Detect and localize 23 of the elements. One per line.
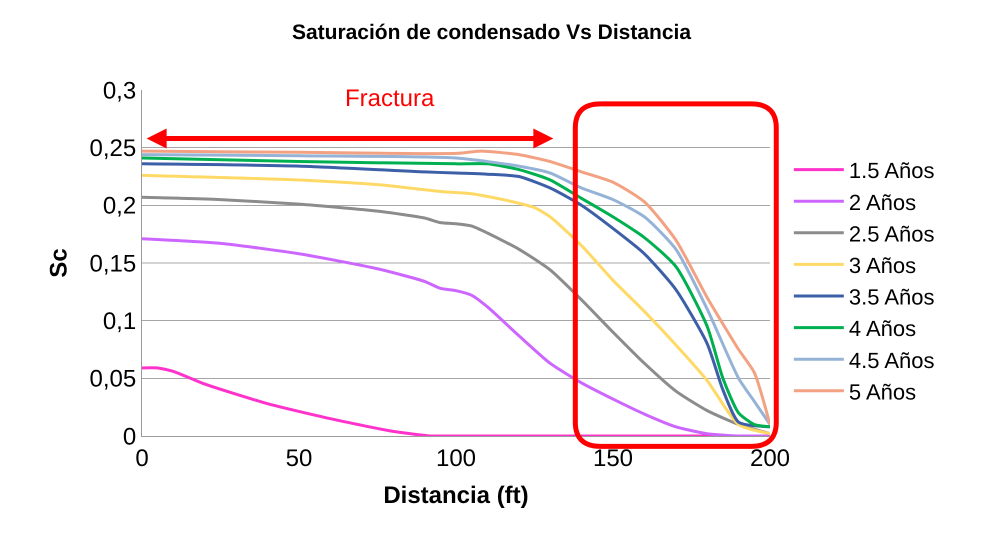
legend-label: 4.5 Años <box>848 348 934 373</box>
legend-label: 4 Años <box>848 316 916 342</box>
x-tick-label: 150 <box>592 444 634 472</box>
y-axis-title: Sc <box>46 248 73 278</box>
y-tick-label: 0,1 <box>102 308 136 336</box>
y-tick-label: 0 <box>122 423 136 450</box>
legend-label: 2 Años <box>848 190 916 215</box>
annotation: Fractura <box>345 85 436 112</box>
legend-label: 3.5 Años <box>848 284 934 310</box>
x-axis-title: Distancia (ft) <box>383 482 529 510</box>
y-tick-label: 0,2 <box>102 192 136 220</box>
x-tick-label: 200 <box>750 444 790 472</box>
y-tick-label: 0,15 <box>89 250 136 278</box>
x-tick-label: 100 <box>436 444 476 472</box>
legend-label: 5 Años <box>848 379 916 404</box>
chart-title: Saturación de condensado Vs Distancia <box>292 20 692 44</box>
y-tick-label: 0,25 <box>89 135 136 162</box>
y-tick-label: 0,3 <box>102 77 136 104</box>
legend-label: 1.5 Años <box>848 158 934 184</box>
legend-label: 3 Años <box>848 252 916 278</box>
y-tick-label: 0,05 <box>89 366 136 393</box>
legend-label: 2.5 Años <box>848 221 934 246</box>
x-tick-label: 50 <box>286 444 312 472</box>
